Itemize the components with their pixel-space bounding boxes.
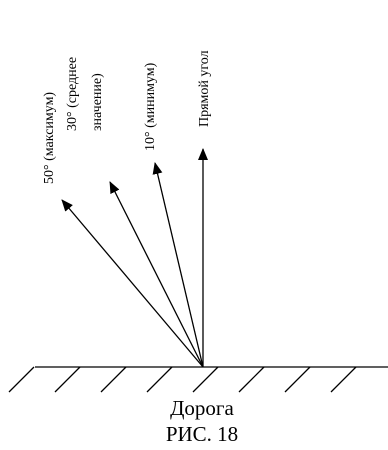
figure-caption: РИС. 18	[165, 422, 239, 446]
label-max: 50° (максимум)	[42, 92, 57, 184]
arrow-min	[152, 162, 204, 368]
label-right-angle: Прямой угол	[197, 50, 212, 127]
road-hatching	[8, 366, 357, 393]
label-min: 10° (минимум)	[143, 62, 158, 151]
label-average-line1: 30° (среднее	[65, 57, 80, 131]
label-average-line2: значение)	[90, 73, 105, 131]
arrow-average	[109, 181, 204, 368]
arrow-max	[61, 199, 204, 368]
road-label: Дорога	[170, 396, 234, 420]
